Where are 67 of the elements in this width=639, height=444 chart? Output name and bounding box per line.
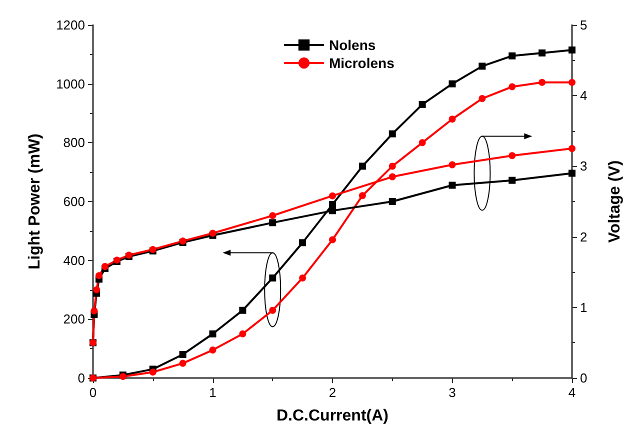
legend-label: Nolens: [329, 37, 376, 53]
point: [508, 152, 516, 160]
y-tick-label: 0: [78, 370, 85, 386]
x-axis-title: D.C.Current(A): [276, 408, 388, 424]
point: [388, 162, 396, 170]
point: [209, 330, 216, 338]
point: [90, 307, 98, 314]
point: [101, 262, 108, 270]
point: [239, 330, 246, 338]
y-tick-label: 400: [63, 252, 85, 268]
point: [388, 130, 396, 138]
point: [93, 286, 100, 294]
y2-tick-label: 2: [580, 229, 588, 244]
point: [388, 198, 396, 205]
point: [269, 219, 276, 226]
point: [149, 368, 156, 376]
x-tick-label: 4: [568, 385, 576, 400]
point: [418, 139, 426, 146]
point: [209, 346, 216, 354]
point: [568, 78, 576, 86]
point: [448, 161, 456, 168]
point: [448, 182, 456, 189]
point: [269, 274, 276, 282]
y-axis-title: Light Power (mW): [26, 134, 44, 270]
point: [478, 62, 486, 70]
y2-tick-label: 1: [580, 300, 588, 315]
y2-tick-label: 4: [580, 88, 588, 104]
point: [568, 145, 576, 152]
point: [508, 52, 516, 60]
point: [329, 207, 336, 214]
point: [239, 306, 246, 314]
y-tick-label: 1200: [56, 18, 85, 32]
x-tick-label: 2: [328, 385, 336, 400]
x-tick-label: 1: [209, 385, 216, 400]
y2-axis-title: Voltage (V): [606, 160, 624, 243]
point: [448, 80, 456, 88]
y2-tick-label: 0: [580, 370, 588, 386]
point: [95, 272, 102, 280]
point: [358, 192, 366, 200]
y2-tick-label: 5: [580, 18, 588, 32]
y-tick-label: 1000: [56, 76, 85, 92]
point: [568, 46, 576, 54]
point: [538, 49, 546, 56]
x-tick-label: 3: [448, 385, 456, 400]
point: [538, 78, 546, 86]
point: [568, 170, 576, 177]
point: [358, 162, 366, 170]
y-tick-label: 800: [63, 135, 85, 150]
legend-label: Microlens: [329, 55, 395, 71]
point: [448, 116, 456, 123]
y-tick-label: 600: [63, 194, 85, 209]
point: [388, 173, 396, 180]
point: [329, 236, 336, 244]
x-tick-label: 0: [89, 385, 97, 400]
point: [179, 360, 186, 367]
point: [269, 306, 276, 314]
point: [418, 100, 426, 108]
y-tick-label: 200: [63, 312, 85, 327]
point: [299, 239, 306, 246]
point: [269, 212, 276, 220]
point: [508, 176, 516, 184]
point: [508, 83, 516, 90]
point: [299, 274, 306, 282]
point: [478, 95, 486, 102]
point: [179, 350, 186, 358]
y2-tick-label: 3: [580, 158, 588, 174]
point: [329, 192, 336, 200]
